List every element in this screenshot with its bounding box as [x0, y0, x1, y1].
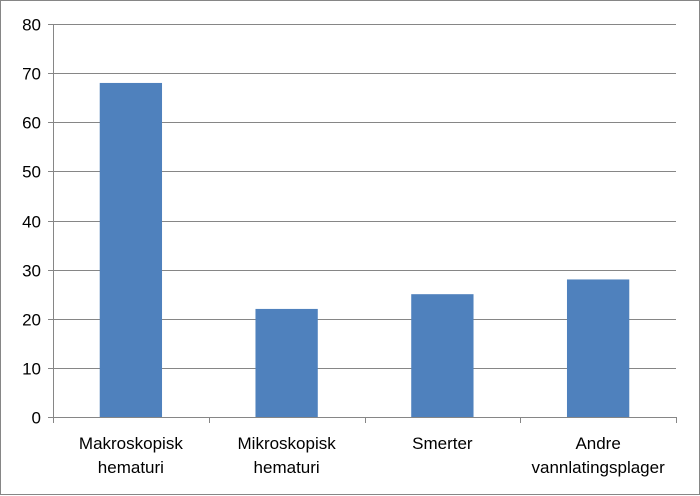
bars [99, 82, 630, 417]
bar [411, 294, 474, 417]
x-category-label: Smerter [412, 434, 473, 453]
bar [255, 308, 318, 417]
x-category-label: hematuri [254, 458, 320, 477]
bar [566, 279, 630, 417]
y-tick-label: 40 [22, 213, 41, 232]
axes [48, 24, 677, 423]
x-category-label: hematuri [98, 458, 164, 477]
y-tick-label: 70 [22, 65, 41, 84]
bar [99, 82, 163, 417]
y-tick-label: 20 [22, 311, 41, 330]
y-tick-label: 80 [22, 16, 41, 35]
y-tick-label: 0 [32, 409, 41, 428]
y-tick-label: 30 [22, 262, 41, 281]
y-tick-label: 60 [22, 114, 41, 133]
y-tick-label: 50 [22, 163, 41, 182]
x-category-label: Makroskopisk [79, 434, 183, 453]
x-category-label: Mikroskopisk [238, 434, 337, 453]
y-tick-label: 10 [22, 360, 41, 379]
x-category-label: Andre [575, 434, 620, 453]
x-category-label: vannlatingsplager [531, 458, 665, 477]
y-tick-labels: 0 10 20 30 40 50 60 70 80 [22, 16, 41, 428]
x-category-labels: Makroskopisk hematuri Mikroskopisk hematuri… [79, 434, 665, 477]
